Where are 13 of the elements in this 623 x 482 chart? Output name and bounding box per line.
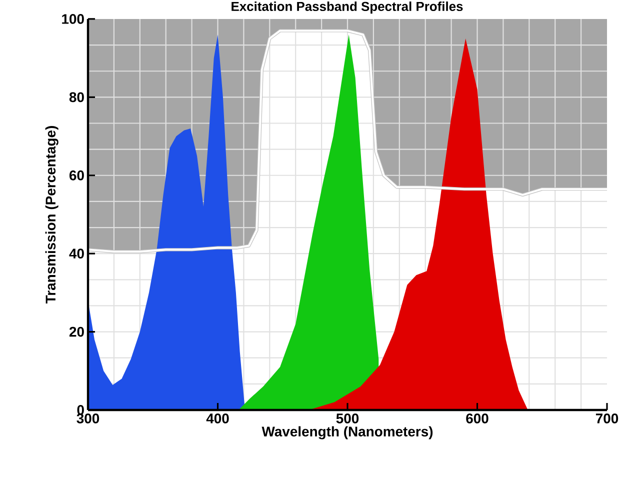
- x-axis-title: Wavelength (Nanometers): [262, 426, 433, 440]
- x-tick-label: 300: [76, 413, 100, 424]
- x-tick-label: 600: [466, 413, 488, 424]
- y-tick-label: 40: [69, 248, 84, 259]
- y-tick-label: 100: [62, 14, 84, 24]
- chart-title: Excitation Passband Spectral Profiles: [232, 2, 463, 14]
- x-tick-label: 500: [336, 413, 359, 424]
- y-tick-label: 80: [69, 92, 84, 102]
- x-tick-label: 400: [206, 413, 229, 424]
- y-axis-title: Transmission (Percentage): [45, 126, 58, 304]
- x-tick-label: 700: [596, 413, 618, 424]
- y-tick-label: 20: [69, 326, 84, 337]
- y-tick-label: 60: [69, 170, 84, 180]
